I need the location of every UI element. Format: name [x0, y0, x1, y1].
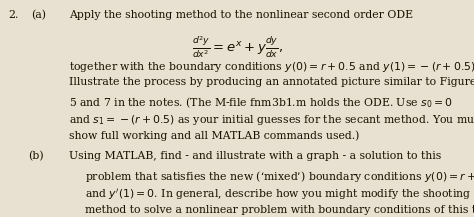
- Text: (a): (a): [31, 10, 46, 20]
- Text: method to solve a nonlinear problem with boundary conditions of this type,: method to solve a nonlinear problem with…: [85, 205, 474, 215]
- Text: and $y'(1) = 0$. In general, describe how you might modify the shooting: and $y'(1) = 0$. In general, describe ho…: [85, 187, 472, 202]
- Text: $\frac{d^2y}{dx^2} = e^x + y\frac{dy}{dx},$: $\frac{d^2y}{dx^2} = e^x + y\frac{dy}{dx…: [191, 34, 283, 60]
- Text: and $s_1 = -(r+0.5)$ as your initial guesses for the secant method. You must: and $s_1 = -(r+0.5)$ as your initial gue…: [69, 113, 474, 127]
- Text: 2.: 2.: [9, 10, 19, 20]
- Text: Using MATLAB, find - and illustrate with a graph - a solution to this: Using MATLAB, find - and illustrate with…: [69, 151, 441, 161]
- Text: 5 and 7 in the notes. (The M-file fnm3b1.m holds the ODE. Use $s_0 = 0$: 5 and 7 in the notes. (The M-file fnm3b1…: [69, 95, 453, 110]
- Text: show full working and all MATLAB commands used.): show full working and all MATLAB command…: [69, 131, 359, 141]
- Text: together with the boundary conditions $y(0) = r+0.5$ and $y(1) = -(r+0.5)$.: together with the boundary conditions $y…: [69, 60, 474, 74]
- Text: problem that satisfies the new (‘mixed’) boundary conditions $y(0) = r+0.5$: problem that satisfies the new (‘mixed’)…: [85, 169, 474, 184]
- Text: (b): (b): [28, 151, 44, 161]
- Text: Apply the shooting method to the nonlinear second order ODE: Apply the shooting method to the nonline…: [69, 10, 413, 20]
- Text: Illustrate the process by producing an annotated picture similar to Figures: Illustrate the process by producing an a…: [69, 77, 474, 87]
